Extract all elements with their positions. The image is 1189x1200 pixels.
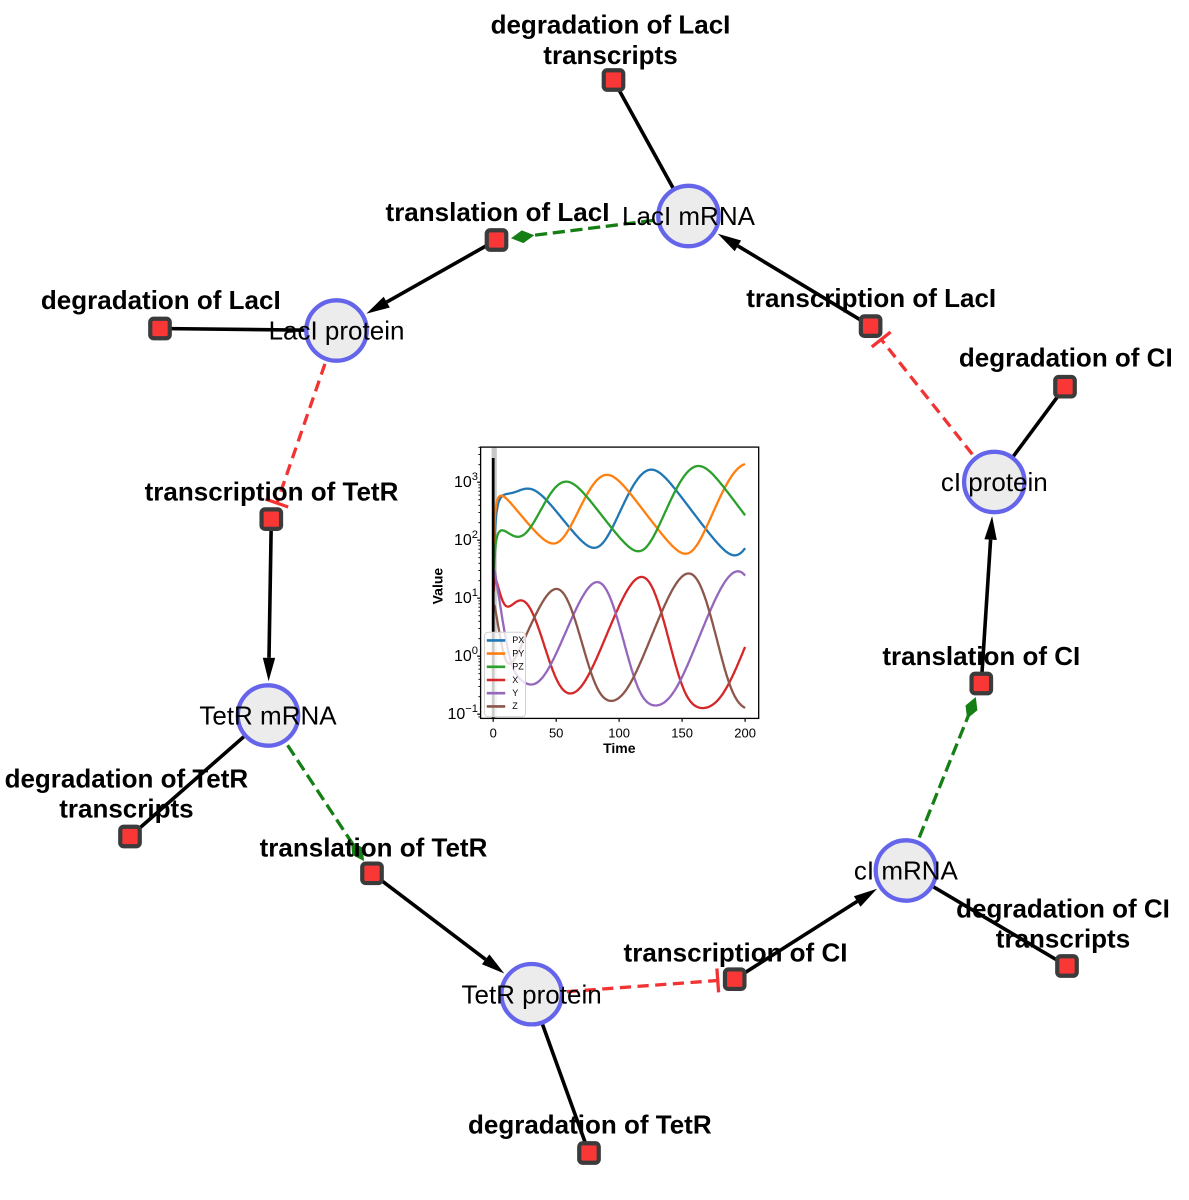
svg-text:LacI protein: LacI protein — [269, 316, 405, 346]
svg-text:transcription of CI: transcription of CI — [624, 938, 848, 968]
svg-text:0: 0 — [490, 725, 497, 740]
svg-text:50: 50 — [549, 725, 563, 740]
svg-text:150: 150 — [671, 725, 693, 740]
svg-text:PY: PY — [512, 648, 524, 658]
svg-text:PZ: PZ — [512, 662, 524, 672]
svg-text:transcription of TetR: transcription of TetR — [145, 476, 399, 506]
svg-text:degradation of CI: degradation of CI — [959, 343, 1173, 373]
svg-text:100: 100 — [608, 725, 630, 740]
svg-text:degradation of TetR: degradation of TetR — [468, 1110, 712, 1140]
svg-text:X: X — [512, 675, 518, 685]
svg-text:cI mRNA: cI mRNA — [854, 856, 959, 886]
svg-text:transcription of LacI: transcription of LacI — [746, 283, 996, 313]
svg-text:TetR protein: TetR protein — [462, 979, 602, 1009]
svg-text:degradation of CI: degradation of CI — [956, 894, 1170, 924]
svg-text:transcripts: transcripts — [996, 924, 1130, 954]
svg-text:Y: Y — [512, 688, 518, 698]
svg-text:200: 200 — [734, 725, 756, 740]
svg-text:transcripts: transcripts — [59, 794, 193, 824]
svg-text:translation of CI: translation of CI — [882, 641, 1080, 671]
svg-text:translation of TetR: translation of TetR — [260, 832, 488, 862]
svg-text:transcripts: transcripts — [543, 40, 677, 70]
svg-text:TetR mRNA: TetR mRNA — [199, 701, 337, 731]
svg-text:Z: Z — [512, 701, 518, 711]
svg-text:cI protein: cI protein — [941, 467, 1048, 497]
svg-text:Time: Time — [603, 740, 636, 756]
svg-text:PX: PX — [512, 635, 524, 645]
svg-text:translation of LacI: translation of LacI — [386, 197, 610, 227]
svg-text:Value: Value — [429, 568, 445, 605]
svg-text:degradation of LacI: degradation of LacI — [41, 285, 281, 315]
svg-text:degradation of LacI: degradation of LacI — [491, 10, 731, 40]
svg-text:LacI mRNA: LacI mRNA — [622, 201, 756, 231]
svg-text:degradation of TetR: degradation of TetR — [5, 763, 249, 793]
